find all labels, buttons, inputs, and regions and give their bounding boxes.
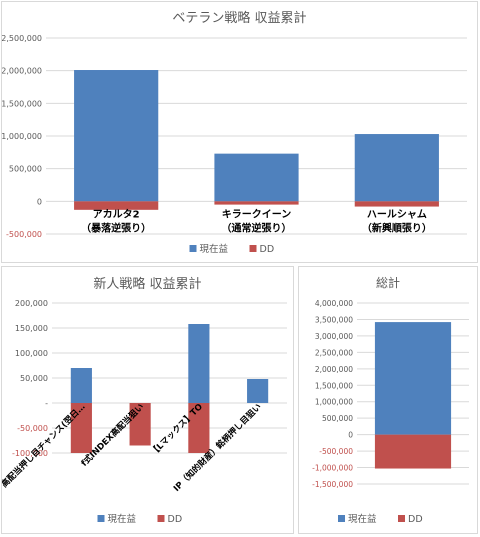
bar-dd: [374, 434, 452, 469]
y-tick-label: 0: [37, 197, 42, 206]
bar-dd: [188, 403, 210, 453]
category-label: （暴落逆張り）: [81, 221, 151, 234]
category-label: （通常逆張り）: [222, 221, 292, 234]
bar-dd: [70, 403, 92, 453]
y-tick-label: 500,000: [9, 165, 42, 174]
y-tick-label: 2,500,000: [2, 34, 42, 43]
chart-title: 新人戦略 収益累計: [93, 276, 201, 292]
category-label: （新興順張り）: [362, 221, 432, 234]
y-tick-label: -1,500,000: [312, 480, 353, 489]
bar-current: [354, 134, 439, 202]
bar-dd: [74, 201, 159, 210]
y-tick-label: 3,000,000: [315, 332, 353, 341]
category-label: キラークイーン: [222, 208, 292, 220]
y-tick-label: 1,000,000: [2, 132, 42, 141]
y-tick-label: -500,000: [319, 447, 353, 456]
bar-current: [70, 368, 92, 403]
y-tick-label: 150,000: [15, 324, 48, 333]
bar-current: [247, 379, 269, 403]
legend-label: DD: [168, 514, 183, 525]
y-tick-label: 1,500,000: [315, 381, 353, 390]
y-tick-label: -100,000: [12, 449, 48, 458]
y-tick-label: 100,000: [15, 349, 48, 358]
chart-panel-newcomer: 新人戦略 収益累計 -100,000 -50,000-50,000 100,000 15…: [0, 266, 294, 534]
bar-dd: [214, 201, 299, 205]
y-tick-label: -50,000: [17, 424, 48, 433]
legend-swatch: [249, 245, 257, 252]
legend-swatch: [157, 515, 165, 522]
y-tick-label: -500,000: [6, 230, 42, 239]
legend-swatch: [398, 515, 405, 522]
y-tick-label: 4,000,000: [315, 299, 353, 308]
y-tick-label: 200,000: [15, 299, 48, 308]
bar-current: [74, 70, 159, 202]
y-tick-label: -: [45, 399, 48, 408]
y-tick-label: -1,000,000: [312, 464, 353, 473]
chart-title: ベテラン戦略 収益累計: [172, 10, 306, 26]
y-tick-label: 1,000,000: [315, 398, 353, 407]
bar-current: [374, 322, 452, 435]
legend-label: DD: [260, 244, 275, 255]
legend-label: 現在益: [108, 513, 137, 525]
bar-dd: [354, 201, 439, 207]
legend-label: DD: [408, 514, 423, 525]
veteran-chart: ベテラン戦略 収益累計 -500,000 0 500,000 1,000,000 1,50…: [1, 10, 467, 255]
newcomer-chart: 新人戦略 収益累計-100,000-50,000-50,000100,00015…: [0, 276, 287, 525]
legend-label: 現在益: [348, 513, 377, 525]
legend-swatch: [189, 245, 197, 252]
legend-swatch: [338, 515, 345, 522]
bar-current: [214, 153, 299, 202]
bar-current: [188, 324, 210, 403]
category-label: アカルタ2: [93, 208, 140, 220]
y-tick-label: 1,500,000: [2, 99, 42, 108]
y-tick-label: 50,000: [20, 374, 48, 383]
y-tick-label: 500,000: [322, 414, 353, 423]
category-label: ハールシャム: [367, 208, 427, 220]
y-tick-label: 2,000,000: [315, 365, 353, 374]
bar-dd: [129, 403, 151, 446]
chart-panel-total: 総計 -1,500,000 -1,000,000 -500,000 0 500,000 1,…: [298, 266, 478, 534]
y-tick-label: 3,500,000: [315, 315, 353, 324]
chart-panel-veteran: ベテラン戦略 収益累計 -500,000 0 500,000 1,000,000 1,50…: [1, 1, 478, 263]
y-tick-label: 2,000,000: [2, 67, 42, 76]
y-tick-label: 2,500,000: [315, 348, 353, 357]
legend-swatch: [97, 515, 105, 522]
y-tick-label: 0: [348, 431, 353, 440]
chart-title: 総計: [376, 275, 400, 290]
total-chart: 総計 -1,500,000 -1,000,000 -500,000 0 500,000 1,…: [312, 275, 469, 525]
legend-label: 現在益: [200, 243, 229, 255]
